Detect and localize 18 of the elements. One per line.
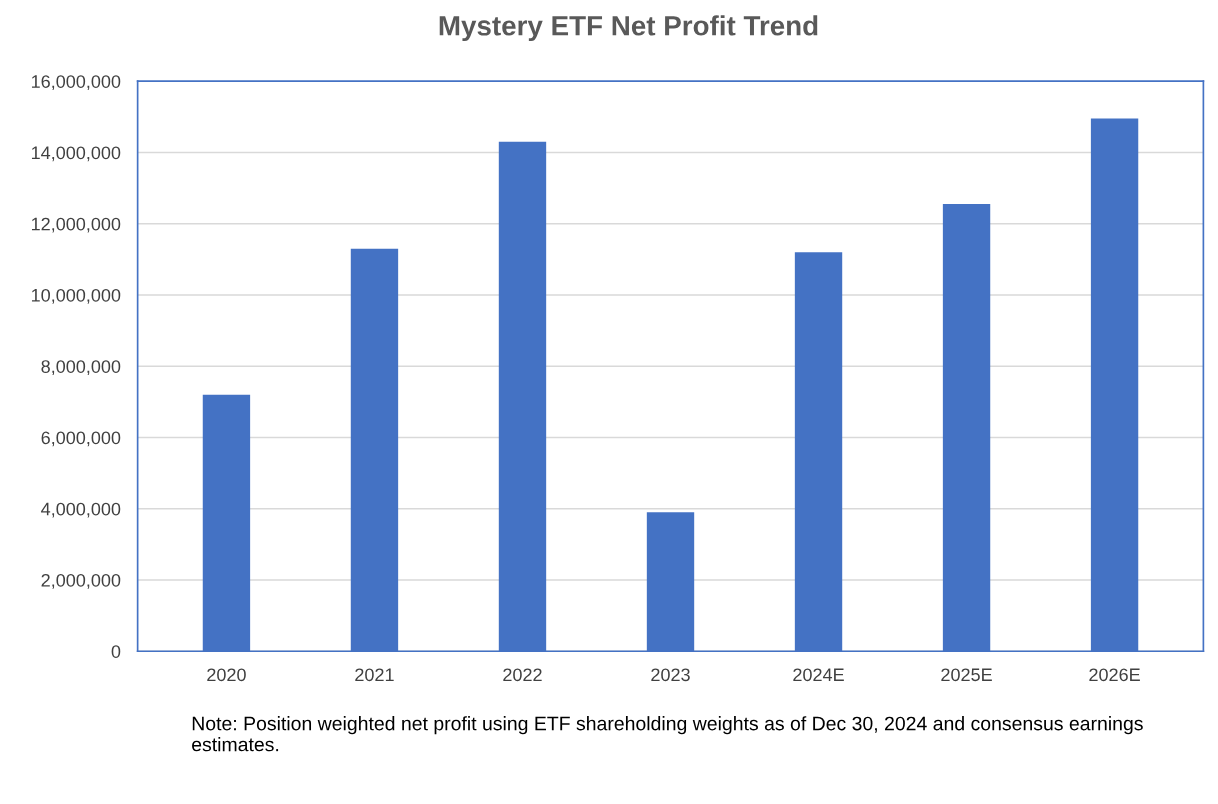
y-tick-label: 12,000,000 (31, 217, 121, 233)
x-tick-label: 2021 (355, 668, 394, 682)
x-tick-label: 2026E (1089, 668, 1140, 682)
y-tick-label: 4,000,000 (41, 502, 121, 518)
y-tick-label: 10,000,000 (31, 288, 121, 304)
y-tick-label: 6,000,000 (41, 431, 121, 447)
y-tick-label: 14,000,000 (31, 146, 121, 162)
y-tick-label: 0 (111, 645, 121, 658)
x-tick-label: 2020 (207, 668, 246, 682)
x-tick-label: 2024E (793, 668, 844, 682)
y-tick-label: 8,000,000 (41, 360, 121, 376)
x-tick-label: 2023 (651, 668, 690, 682)
y-tick-label: 16,000,000 (31, 75, 121, 91)
x-tick-label: 2025E (941, 668, 992, 682)
text: Note: Position weighted net profit using ETF shareholding weights as of Dec 30, 2024 and consensus earnings estimates. (192, 716, 1143, 752)
x-tick-label: 2022 (503, 668, 542, 682)
y-tick-label: 2,000,000 (41, 573, 121, 589)
chart-title: Mystery ETF Net Profit Trend (439, 15, 818, 42)
